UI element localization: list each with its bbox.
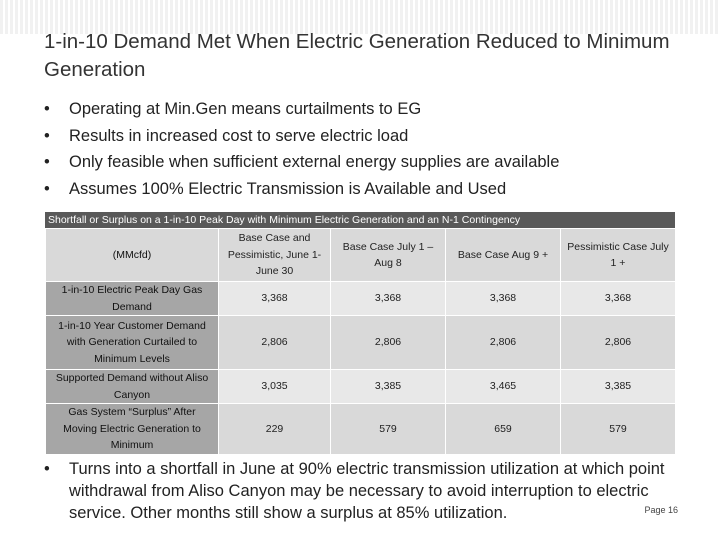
table-row: Supported Demand without Aliso Canyon 3,0… <box>45 369 676 404</box>
cell: 659 <box>445 403 561 455</box>
header-cell: Base Case July 1 – Aug 8 <box>330 228 446 282</box>
table-row: 1-in-10 Electric Peak Day Gas Demand 3,36… <box>45 281 676 316</box>
cell: 229 <box>218 403 331 455</box>
bullet: Only feasible when sufficient external e… <box>44 149 559 176</box>
cell: 3,368 <box>560 281 676 316</box>
table-block: Shortfall or Surplus on a 1-in-10 Peak D… <box>45 212 676 455</box>
row-label: 1-in-10 Year Customer Demand with Genera… <box>45 315 219 370</box>
header-row: (MMcfd) Base Case and Pessimistic, June 1… <box>45 228 676 282</box>
cell: 3,368 <box>218 281 331 316</box>
header-band <box>0 0 720 34</box>
cell: 2,806 <box>218 315 331 370</box>
cell: 3,368 <box>445 281 561 316</box>
header-cell: Base Case Aug 9 + <box>445 228 561 282</box>
cell: 2,806 <box>445 315 561 370</box>
bullet-list: Operating at Min.Gen means curtailments … <box>44 96 559 202</box>
header-cell: Base Case and Pessimistic, June 1-June 3… <box>218 228 331 282</box>
bullet: Results in increased cost to serve elect… <box>44 123 559 150</box>
table-row: Gas System “Surplus” After Moving Electr… <box>45 403 676 455</box>
page-number: Page 16 <box>644 505 678 515</box>
slide-title: 1-in-10 Demand Met When Electric Generat… <box>44 30 670 81</box>
cell: 579 <box>560 403 676 455</box>
table-row: 1-in-10 Year Customer Demand with Genera… <box>45 315 676 370</box>
bullet: Assumes 100% Electric Transmission is Av… <box>44 176 559 203</box>
cell: 3,035 <box>218 369 331 404</box>
cell: 3,385 <box>560 369 676 404</box>
cell: 2,806 <box>560 315 676 370</box>
table-title: Shortfall or Surplus on a 1-in-10 Peak D… <box>45 212 675 228</box>
cell: 3,385 <box>330 369 446 404</box>
cell: 3,465 <box>445 369 561 404</box>
cell: 579 <box>330 403 446 455</box>
header-cell: (MMcfd) <box>45 228 219 282</box>
table: (MMcfd) Base Case and Pessimistic, June 1… <box>45 228 676 455</box>
row-label: 1-in-10 Electric Peak Day Gas Demand <box>45 281 219 316</box>
row-label: Supported Demand without Aliso Canyon <box>45 369 219 404</box>
row-label: Gas System “Surplus” After Moving Electr… <box>45 403 219 455</box>
cell: 3,368 <box>330 281 446 316</box>
bullet: Operating at Min.Gen means curtailments … <box>44 96 559 123</box>
header-cell: Pessimistic Case July 1 + <box>560 228 676 282</box>
cell: 2,806 <box>330 315 446 370</box>
final-bullet: Turns into a shortfall in June at 90% el… <box>44 458 709 524</box>
